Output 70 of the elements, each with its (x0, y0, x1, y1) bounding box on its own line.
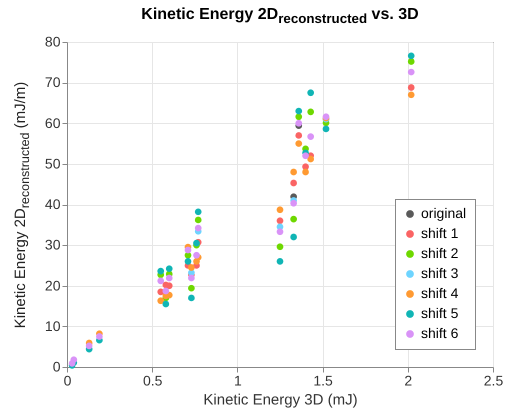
point (295, 108, 302, 114)
point (276, 243, 284, 250)
point (184, 246, 192, 254)
x-tick-label: 0 (64, 372, 72, 388)
chart-title: Kinetic Energy 2D$_{reconstructed}$ vs. 3D (140, 6, 420, 26)
y-tick-label: 30 (44, 236, 61, 253)
point (290, 234, 297, 240)
point (157, 297, 164, 304)
point (290, 216, 297, 222)
y-tick-label: 0 (52, 358, 61, 374)
y-tick-label: 80 (44, 34, 61, 50)
x-tick-label: 2 (404, 372, 412, 388)
point (194, 224, 202, 232)
point (408, 68, 415, 76)
point (295, 132, 302, 139)
point (194, 208, 202, 216)
point (307, 108, 314, 116)
point (276, 217, 284, 224)
point (307, 133, 314, 140)
legend-label: shift 4 (421, 285, 459, 301)
legend-label: shift 6 (421, 325, 459, 341)
point (188, 294, 195, 302)
point (157, 268, 164, 274)
point (188, 264, 195, 271)
x-tick-label: 1 (234, 372, 242, 388)
legend-label: shift 2 (421, 245, 459, 261)
point (408, 91, 415, 98)
point (307, 156, 314, 162)
point (162, 300, 170, 308)
y-tick-label: 70 (44, 74, 61, 90)
legend-label: shift 5 (421, 305, 459, 321)
point (290, 168, 297, 176)
point (166, 274, 173, 282)
y-tick-label: 40 (44, 196, 61, 212)
legend-label: shift 1 (421, 225, 459, 241)
y-tick-label: 10 (44, 318, 61, 334)
x-tick-label: 1.5 (313, 372, 334, 388)
x-tick-label: 0.5 (142, 372, 163, 388)
point (276, 228, 284, 236)
point (96, 333, 103, 340)
point (86, 342, 93, 350)
point (290, 180, 297, 186)
point (295, 113, 302, 120)
point (194, 216, 202, 224)
point (70, 356, 78, 364)
point (295, 120, 302, 127)
point (162, 288, 170, 294)
point (307, 89, 314, 96)
point (166, 265, 173, 272)
point (408, 58, 415, 65)
point (188, 284, 195, 292)
point (302, 168, 309, 176)
point (276, 206, 284, 214)
point (295, 140, 302, 147)
legend-label: original (421, 205, 466, 221)
point (276, 258, 284, 265)
point (408, 52, 415, 60)
y-tick-label: 60 (44, 114, 61, 131)
x-axis-title: Kinetic Energy 3D (mJ) (203, 392, 358, 408)
point (290, 200, 297, 207)
point (408, 84, 415, 91)
legend-label: shift 3 (421, 265, 459, 281)
x-tick-label: 2.5 (484, 372, 504, 388)
point (157, 278, 164, 284)
point (302, 152, 309, 160)
y-tick-label: 20 (44, 277, 61, 294)
point (322, 126, 330, 132)
point (184, 258, 192, 265)
point (188, 274, 195, 282)
y-tick-label: 50 (44, 155, 61, 172)
